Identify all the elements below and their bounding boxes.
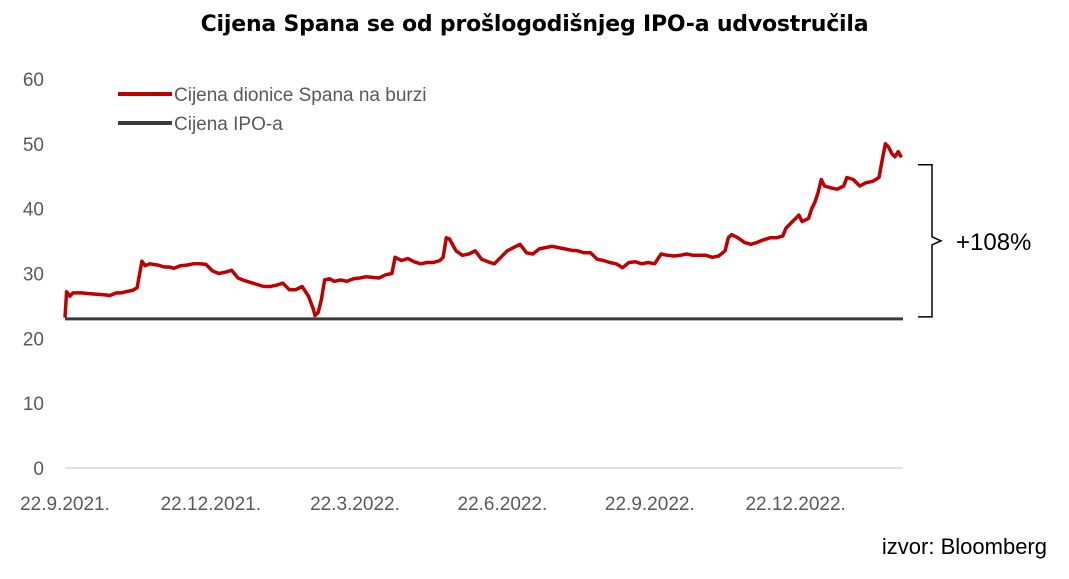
x-tick-label: 22.12.2021. bbox=[161, 494, 261, 515]
y-tick-label: 0 bbox=[33, 459, 44, 480]
x-tick-label: 22.9.2021. bbox=[20, 494, 110, 515]
series-line-stock-price bbox=[63, 142, 903, 318]
annotation-label: +108% bbox=[956, 229, 1031, 256]
y-tick-label: 40 bbox=[23, 200, 44, 221]
y-tick-label: 60 bbox=[23, 70, 44, 91]
x-tick-label: 22.3.2022. bbox=[310, 494, 400, 515]
x-tick-label: 22.9.2022. bbox=[605, 494, 695, 515]
chart-title: Cijena Spana se od prošlogodišnjeg IPO-a… bbox=[200, 12, 869, 37]
x-tick-label: 22.12.2022. bbox=[745, 494, 845, 515]
legend: Cijena dionice Spana na burzi Cijena IPO… bbox=[118, 85, 426, 135]
annotation-bracket bbox=[918, 164, 943, 318]
y-axis: 0 10 20 30 40 50 60 bbox=[23, 70, 44, 480]
legend-label-stock: Cijena dionice Spana na burzi bbox=[174, 85, 426, 106]
y-tick-label: 20 bbox=[23, 329, 44, 350]
source-note: izvor: Bloomberg bbox=[881, 534, 1047, 559]
annotation-layer: +108% bbox=[918, 164, 1031, 318]
legend-label-ipo: Cijena IPO-a bbox=[174, 114, 283, 135]
y-tick-label: 10 bbox=[23, 394, 44, 415]
y-tick-label: 50 bbox=[23, 135, 44, 156]
x-tick-label: 22.6.2022. bbox=[458, 494, 548, 515]
y-tick-label: 30 bbox=[23, 265, 44, 286]
series-layer bbox=[63, 142, 903, 321]
x-axis: 22.9.2021. 22.12.2021. 22.3.2022. 22.6.2022… bbox=[20, 467, 903, 515]
